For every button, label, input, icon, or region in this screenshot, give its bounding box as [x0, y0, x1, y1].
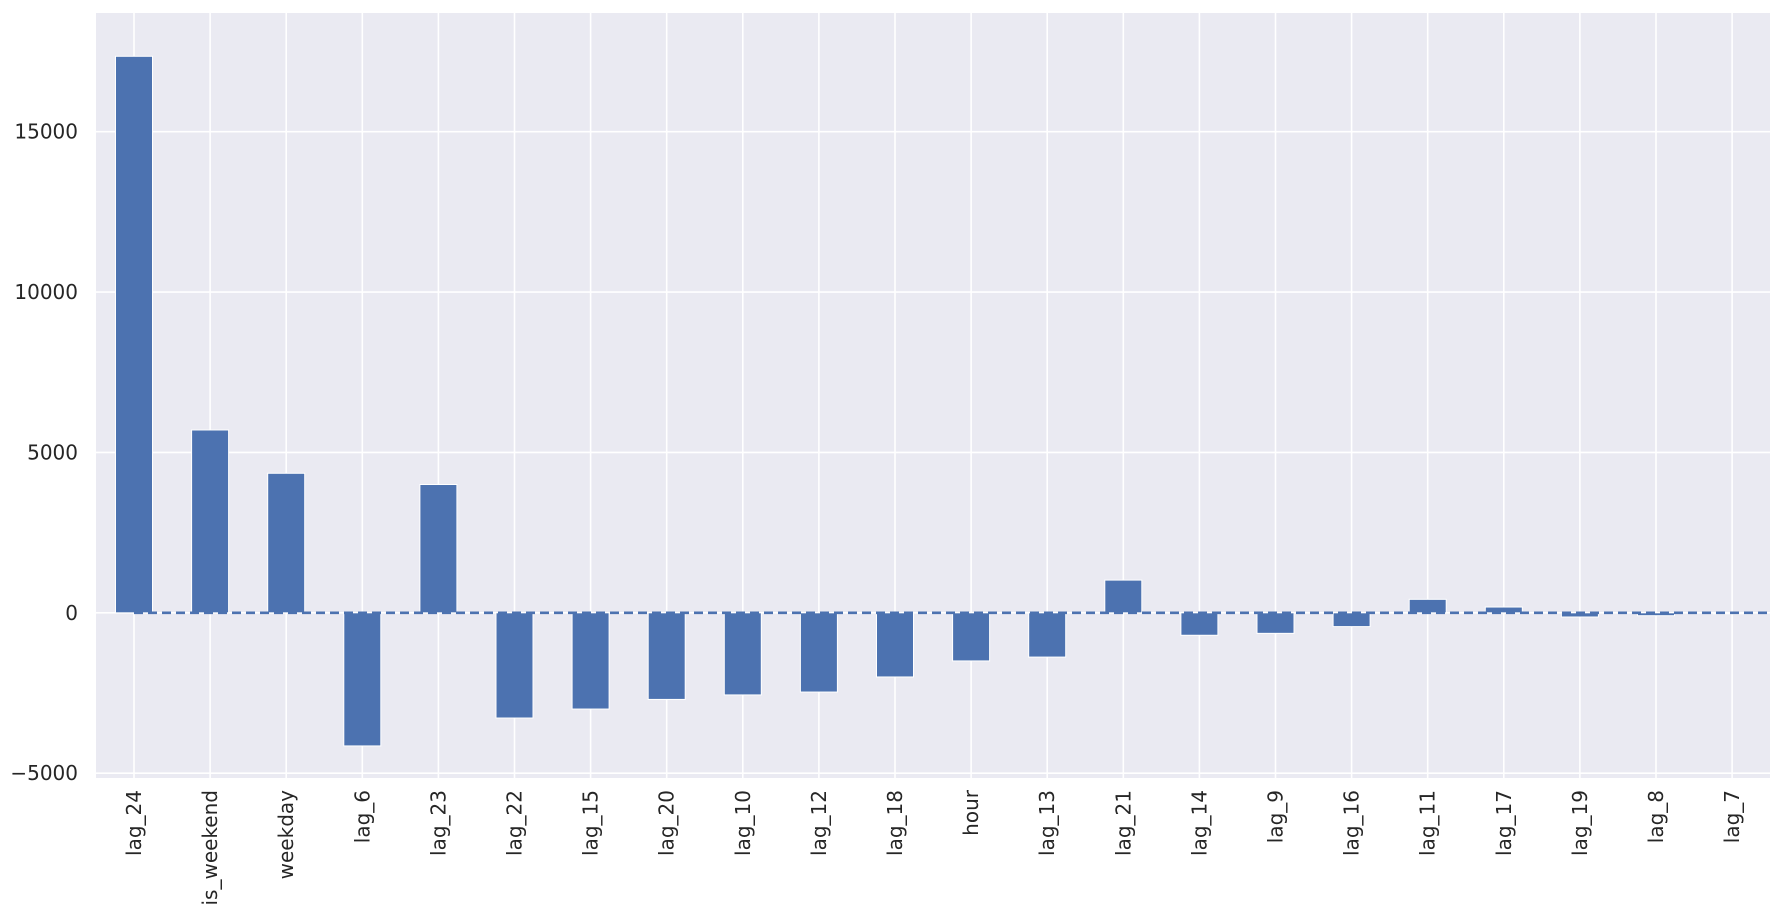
x-tick-label: lag_16: [1340, 790, 1364, 856]
bar-is-weekend: [191, 429, 230, 614]
x-axis-ticks: lag_24 is_weekend weekday lag_6 lag_23 lag_22…: [122, 789, 1744, 905]
bar-lag-20: [647, 612, 686, 700]
bar-lag-8: [1637, 612, 1675, 617]
y-tick-label: 5000: [27, 440, 78, 464]
x-tick-label: lag_18: [883, 790, 907, 856]
bar-lag-15: [571, 612, 610, 710]
x-tick-label: lag_8: [1644, 790, 1668, 843]
bar-lag-6: [343, 612, 382, 747]
x-tick-label: lag_13: [1035, 790, 1059, 856]
x-tick-label: lag_19: [1568, 790, 1592, 856]
bar-lag-13: [1028, 612, 1067, 658]
x-tick-label: lag_17: [1492, 790, 1516, 856]
x-tick-label: lag_7: [1720, 790, 1744, 843]
bar-lag-18: [876, 612, 914, 678]
bar-lag-12: [799, 612, 838, 693]
y-tick-label: −5000: [10, 761, 78, 785]
x-tick-label: is_weekend: [198, 790, 222, 906]
bar-lag-22: [495, 612, 534, 719]
bar-hour: [952, 612, 991, 662]
y-axis-ticks: −5000 0 5000 10000 15000: [10, 120, 78, 786]
bar-lag-23: [419, 484, 458, 614]
x-tick-label: lag_22: [503, 790, 527, 856]
bar-lag-21: [1104, 579, 1143, 614]
x-tick-label: lag_14: [1187, 790, 1211, 856]
bar-lag-17: [1484, 606, 1523, 614]
x-tick-label: lag_6: [350, 790, 374, 843]
x-tick-label: lag_11: [1416, 790, 1440, 856]
x-tick-label: lag_12: [807, 790, 831, 856]
x-tick-label: lag_24: [122, 790, 146, 856]
y-tick-label: 10000: [14, 280, 78, 304]
y-tick-label: 0: [65, 601, 78, 625]
bar-lag-24: [115, 55, 153, 614]
x-tick-label: lag_15: [579, 790, 603, 856]
x-tick-label: weekday: [274, 790, 298, 880]
bar-lag-10: [723, 612, 762, 696]
bar-lag-16: [1332, 612, 1371, 628]
x-tick-label: lag_20: [655, 790, 679, 856]
x-tick-label: lag_21: [1111, 790, 1135, 856]
bar-lag-14: [1180, 612, 1219, 636]
x-tick-label: hour: [959, 789, 983, 836]
x-tick-label: lag_23: [426, 790, 450, 856]
bars: [115, 55, 1752, 747]
y-tick-label: 15000: [14, 120, 78, 144]
bar-weekday: [267, 472, 306, 614]
bar-lag-11: [1408, 598, 1447, 614]
x-tick-label: lag_10: [731, 790, 755, 856]
bar-lag-9: [1256, 612, 1295, 634]
x-tick-label: lag_9: [1264, 790, 1288, 843]
